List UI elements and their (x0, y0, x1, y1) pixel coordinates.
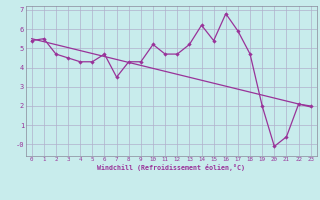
X-axis label: Windchill (Refroidissement éolien,°C): Windchill (Refroidissement éolien,°C) (97, 164, 245, 171)
